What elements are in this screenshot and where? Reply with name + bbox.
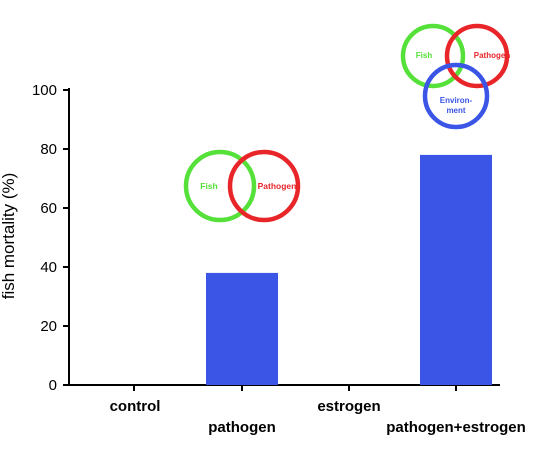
venn3-environment-label-line1: Environ- bbox=[440, 96, 473, 105]
venn3-pathogen-circle bbox=[444, 23, 510, 89]
venn-fish-label: Fish bbox=[200, 181, 217, 191]
y-tick-label: 100 bbox=[32, 82, 57, 99]
x-ticks bbox=[133, 385, 457, 391]
venn-fish-circle bbox=[183, 149, 257, 223]
bar-pathogen bbox=[206, 272, 278, 385]
venn3-environment-label-line2: ment bbox=[446, 106, 465, 115]
venn-fish-pathogen-environment: Fish Pathogen Environ- ment bbox=[400, 23, 511, 130]
category-label: control bbox=[110, 398, 161, 415]
y-ticks: 0 20 40 60 80 100 bbox=[32, 82, 69, 394]
y-tick-label: 60 bbox=[40, 200, 57, 217]
venn3-fish-label: Fish bbox=[416, 51, 433, 60]
bar-pathogen-estrogen bbox=[420, 154, 492, 385]
category-label: pathogen+estrogen bbox=[386, 419, 526, 436]
category-label: estrogen bbox=[317, 398, 380, 415]
category-label: pathogen bbox=[208, 419, 276, 436]
y-tick-label: 80 bbox=[40, 141, 57, 158]
venn3-pathogen-label: Pathogen bbox=[474, 51, 511, 60]
y-tick-label: 40 bbox=[40, 259, 57, 276]
venn-pathogen-circle bbox=[227, 149, 301, 223]
venn-pathogen-label: Pathogen bbox=[258, 181, 297, 191]
bars bbox=[206, 154, 492, 385]
venn3-fish-circle bbox=[400, 23, 466, 89]
venn3-environment-circle bbox=[422, 62, 490, 130]
venn-fish-pathogen: Fish Pathogen bbox=[183, 149, 301, 223]
y-axis-label: fish mortality (%) bbox=[0, 173, 18, 300]
y-tick-label: 0 bbox=[49, 377, 57, 394]
y-tick-label: 20 bbox=[40, 318, 57, 335]
category-labels: control pathogen estrogen pathogen+estrogen bbox=[110, 398, 526, 436]
